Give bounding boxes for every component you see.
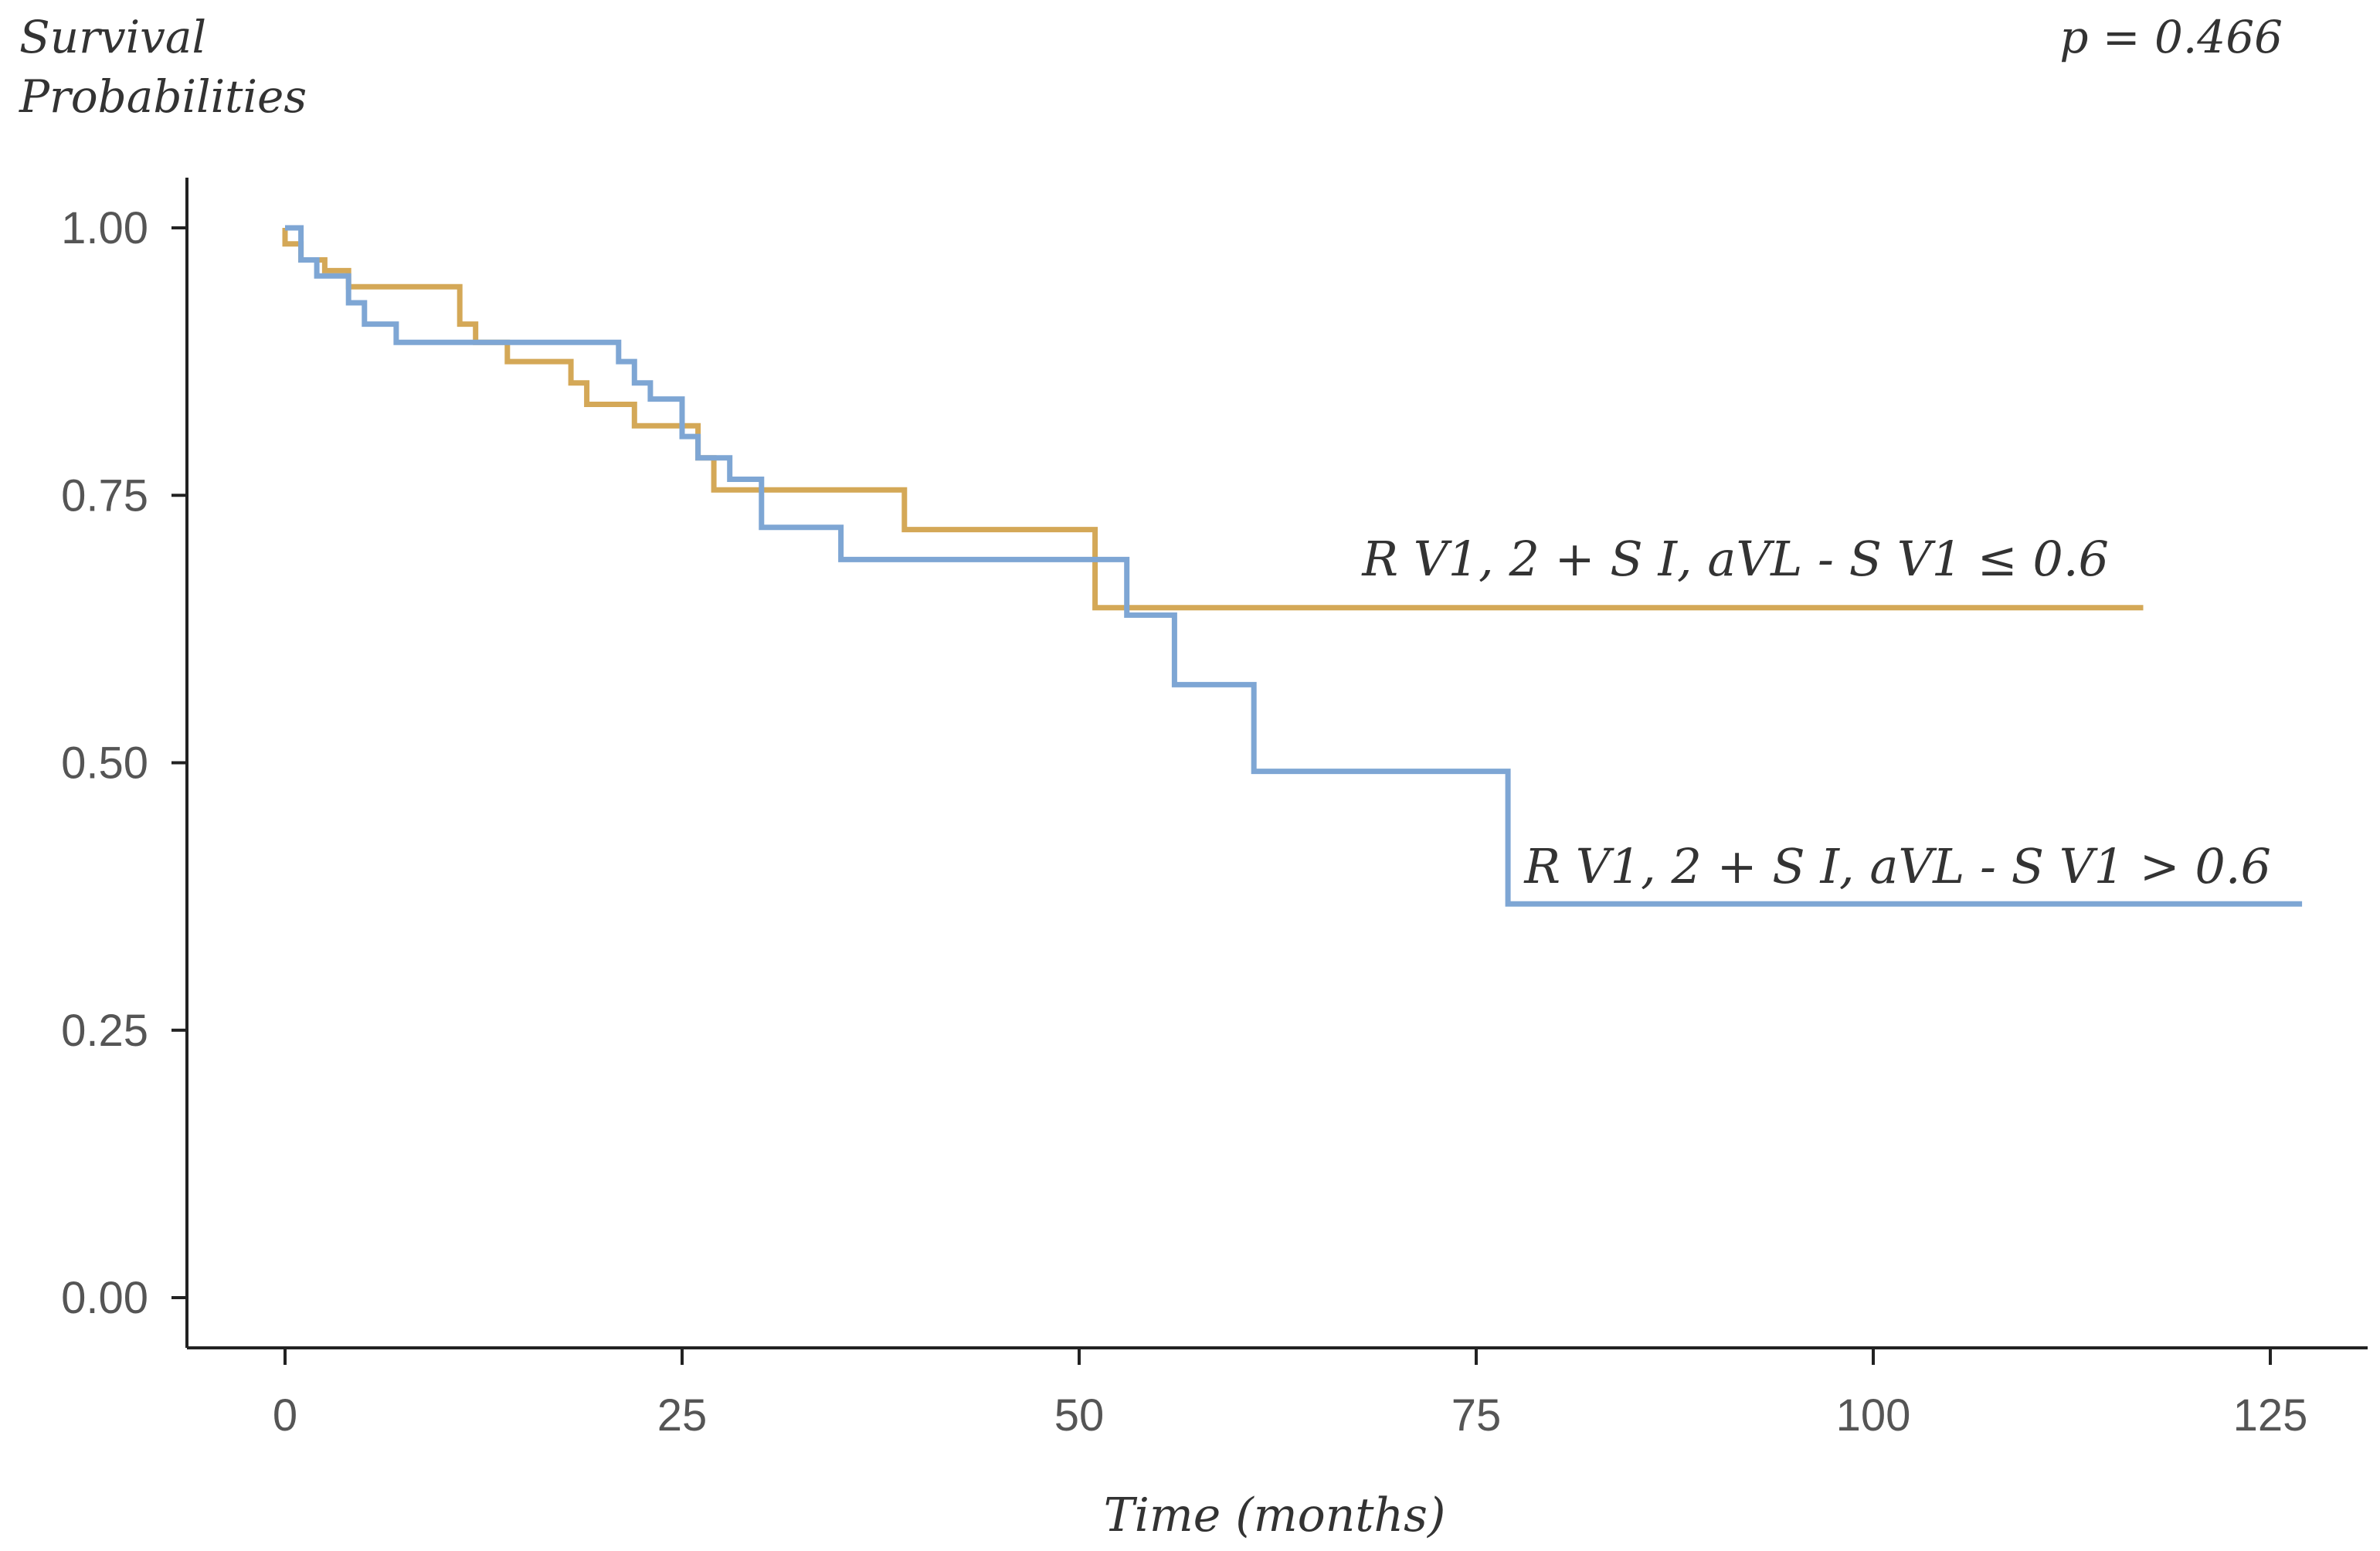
series-end-labels: R V1, 2 + S I, aVL - S V1 ≤ 0.6 R V1, 2 +… (1361, 531, 2271, 894)
y-tick-label: 0.75 (61, 470, 148, 521)
y-tick-label: 0.00 (61, 1273, 148, 1323)
x-tick-label: 50 (1054, 1390, 1105, 1441)
y-axis-title-line-1: Survival (19, 11, 206, 63)
y-tick-label: 1.00 (61, 203, 148, 253)
series-layer (282, 225, 2303, 907)
y-tick-label: 0.25 (61, 1006, 148, 1056)
series-line-high-ratio (285, 225, 2303, 907)
series-line-low-ratio (282, 228, 2144, 611)
x-tick-label: 25 (657, 1390, 708, 1441)
x-tick-label: 100 (1836, 1390, 1911, 1441)
x-tick-label: 125 (2233, 1390, 2308, 1441)
y-axis-title-line-2: Probabilities (19, 70, 307, 123)
y-axis-ticks: 0.00 0.25 0.50 0.75 1.00 (61, 203, 187, 1323)
p-value-label: p = 0.466 (2059, 11, 2283, 63)
x-axis-title: Time (months) (1104, 1488, 1446, 1543)
x-tick-label: 0 (273, 1390, 297, 1441)
y-tick-label: 0.50 (61, 738, 148, 789)
x-axis-ticks: 0 25 50 75 100 125 (273, 1348, 2308, 1441)
series-end-label-high-ratio: R V1, 2 + S I, aVL - S V1 > 0.6 (1523, 838, 2271, 894)
series-end-label-low-ratio: R V1, 2 + S I, aVL - S V1 ≤ 0.6 (1361, 531, 2109, 587)
x-tick-label: 75 (1451, 1390, 1502, 1441)
